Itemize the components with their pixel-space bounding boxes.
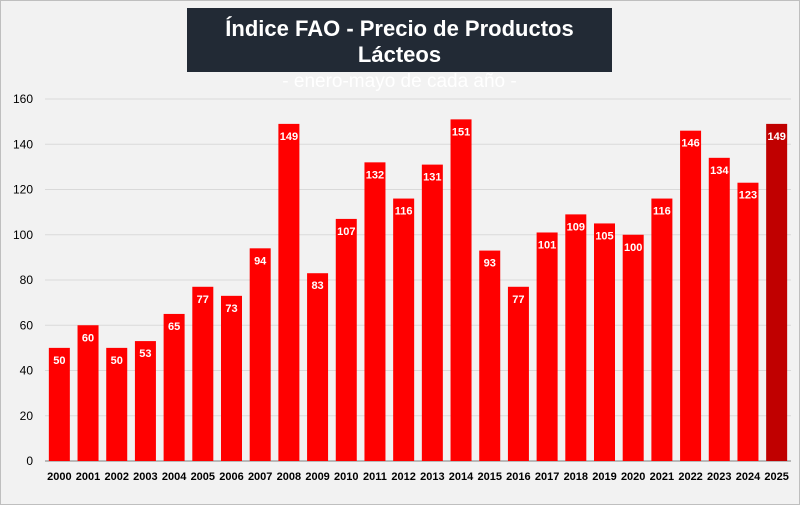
bar <box>192 286 214 461</box>
data-label: 131 <box>423 172 441 184</box>
data-label: 73 <box>225 303 237 315</box>
y-tick-label: 160 <box>13 92 33 106</box>
data-label: 94 <box>254 255 267 267</box>
bar <box>221 295 242 461</box>
y-tick-label: 40 <box>20 364 34 378</box>
x-tick-label: 2020 <box>621 471 645 483</box>
data-label: 77 <box>197 294 209 306</box>
x-tick-label: 2014 <box>449 471 474 483</box>
x-tick-label: 2023 <box>707 471 731 483</box>
x-tick-label: 2022 <box>678 471 702 483</box>
x-tick-label: 2003 <box>133 471 157 483</box>
data-label: 50 <box>53 355 65 367</box>
bar <box>708 157 730 461</box>
x-tick-label: 2006 <box>219 471 243 483</box>
bar <box>364 162 386 461</box>
data-label: 101 <box>538 239 556 251</box>
x-tick-label: 2007 <box>248 471 272 483</box>
x-tick-label: 2008 <box>277 471 301 483</box>
x-tick-label: 2021 <box>650 471 674 483</box>
y-tick-label: 80 <box>20 273 34 287</box>
bar <box>565 214 587 461</box>
x-tick-label: 2012 <box>391 471 415 483</box>
bar <box>450 119 472 462</box>
data-label: 116 <box>653 206 671 218</box>
data-label: 146 <box>681 138 699 150</box>
x-tick-label: 2000 <box>47 471 71 483</box>
data-label: 77 <box>512 294 524 306</box>
data-label: 132 <box>366 169 384 181</box>
y-tick-label: 20 <box>20 409 34 423</box>
x-tick-label: 2002 <box>104 471 128 483</box>
bar <box>278 123 300 461</box>
data-label: 107 <box>337 226 355 238</box>
title-box: Índice FAO - Precio de Productos Lácteos… <box>187 8 612 92</box>
data-label: 100 <box>624 242 642 254</box>
data-label: 50 <box>111 355 123 367</box>
x-tick-label: 2001 <box>76 471 100 483</box>
y-tick-label: 140 <box>13 137 33 151</box>
bar <box>249 248 271 461</box>
bar <box>651 198 673 462</box>
data-label: 83 <box>311 280 323 292</box>
x-tick-label: 2005 <box>191 471 215 483</box>
data-label: 93 <box>484 258 496 270</box>
bar <box>622 234 644 461</box>
y-tick-label: 120 <box>13 183 33 197</box>
x-tick-label: 2016 <box>506 471 530 483</box>
x-tick-label: 2011 <box>363 471 387 483</box>
bar <box>335 218 357 461</box>
x-tick-label: 2017 <box>535 471 559 483</box>
x-tick-label: 2013 <box>420 471 444 483</box>
data-label: 149 <box>280 131 298 143</box>
bar <box>421 164 443 462</box>
y-tick-label: 100 <box>13 228 33 242</box>
x-tick-label: 2009 <box>305 471 329 483</box>
x-tick-label: 2015 <box>477 471 501 483</box>
data-label: 149 <box>767 131 785 143</box>
bar <box>737 182 759 461</box>
data-label: 105 <box>595 230 613 242</box>
data-label: 109 <box>567 221 585 233</box>
data-label: 151 <box>452 126 470 138</box>
x-tick-label: 2024 <box>736 471 761 483</box>
data-label: 65 <box>168 321 180 333</box>
data-label: 123 <box>739 190 757 202</box>
bar <box>106 347 128 461</box>
data-label: 134 <box>710 165 729 177</box>
chart-subtitle: - enero-mayo de cada año - <box>282 71 517 92</box>
data-label: 60 <box>82 332 94 344</box>
x-tick-label: 2025 <box>764 471 788 483</box>
x-tick-label: 2010 <box>334 471 358 483</box>
x-tick-label: 2004 <box>162 471 187 483</box>
y-tick-label: 0 <box>26 454 33 468</box>
x-tick-label: 2019 <box>592 471 616 483</box>
bar <box>507 286 529 461</box>
bar <box>307 273 329 461</box>
bar <box>77 325 99 461</box>
bar <box>134 341 156 461</box>
chart-title: Índice FAO - Precio de Productos Lácteos <box>225 16 574 67</box>
bar <box>766 123 788 461</box>
bar <box>48 347 70 461</box>
bar <box>479 250 501 461</box>
data-label: 116 <box>395 206 413 218</box>
bar <box>594 223 615 461</box>
y-tick-label: 60 <box>20 318 34 332</box>
bar <box>393 198 415 462</box>
bar <box>680 130 702 462</box>
x-tick-label: 2018 <box>564 471 588 483</box>
bar <box>536 232 558 461</box>
bar <box>163 313 185 461</box>
data-label: 53 <box>139 348 151 360</box>
